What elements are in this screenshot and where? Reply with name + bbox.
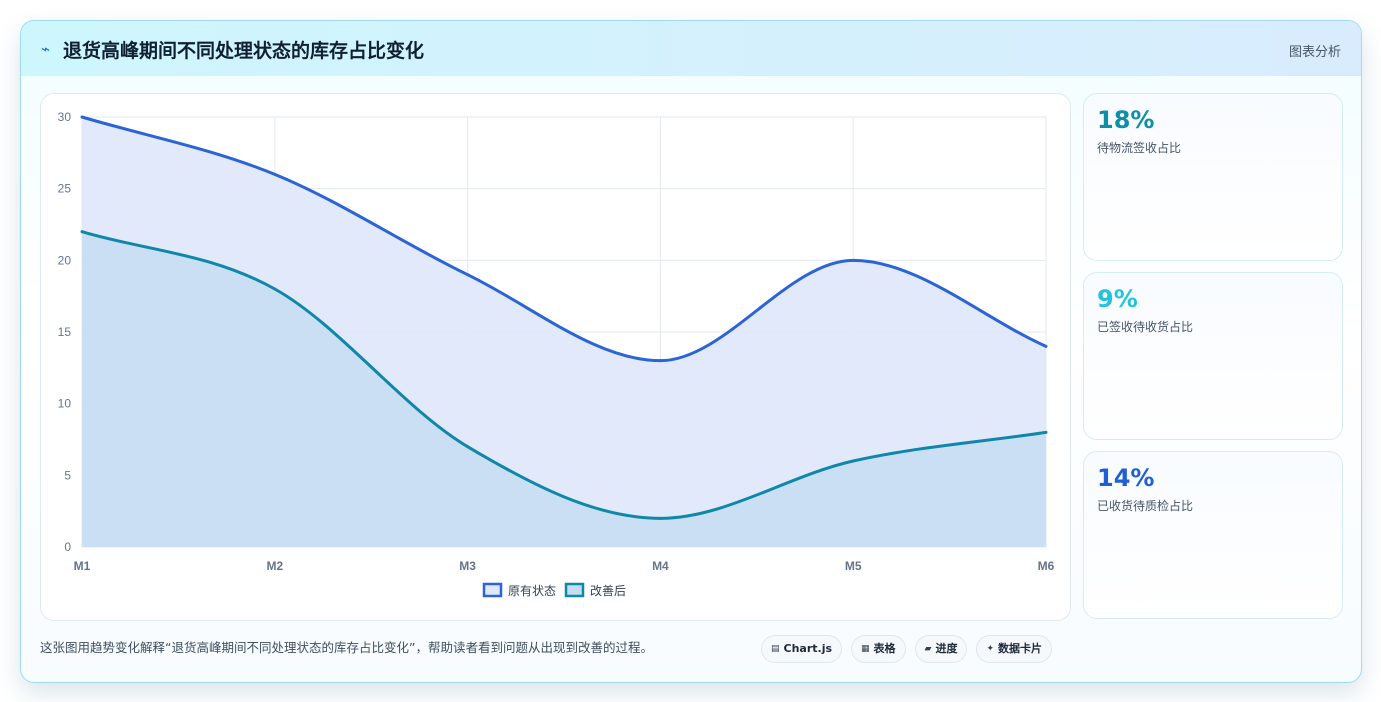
area-chart: 0 5 10 15 20 25 30 M1 M2 M3 M4 M5 M6 原有状态 改善后 (58, 110, 1055, 598)
chip-label: 数据卡片 (998, 642, 1043, 655)
chip-progress[interactable]: ▰ 进度 (914, 635, 968, 663)
data-point (273, 287, 277, 291)
chip-table[interactable]: ▦ 表格 (851, 635, 906, 663)
legend-label: 改善后 (590, 583, 626, 598)
y-tick-label: 10 (58, 397, 72, 411)
chart-card: ⌁ 退货高峰期间不同处理状态的库存占比变化 图表分析 0 5 10 15 20 25 30 M… (20, 20, 1362, 683)
y-tick-label: 25 (58, 182, 72, 196)
data-point (80, 115, 84, 119)
chart-caption: 这张图用趋势变化解释“退货高峰期间不同处理状态的库存占比变化”，帮助读者看到问题… (40, 640, 653, 655)
data-point (466, 445, 470, 449)
series-line (81, 115, 1047, 363)
kpi-card-received: 14% 已收货待质检占比 (1083, 451, 1343, 619)
x-tick-label: M4 (652, 559, 669, 573)
data-point (1044, 430, 1048, 434)
kpi-label: 待物流签收占比 (1097, 141, 1182, 155)
chip-label: 进度 (935, 642, 958, 655)
chip-row: ▤ Chart.js ▦ 表格 ▰ 进度 ✦ 数据卡片 (761, 635, 1053, 663)
sparkle-icon: ✦ (986, 644, 995, 654)
x-tick-label: M1 (74, 559, 91, 573)
data-point (80, 230, 84, 234)
progress-icon: ▰ (924, 644, 932, 654)
legend-label: 原有状态 (508, 584, 556, 598)
y-tick-label: 15 (58, 325, 72, 339)
x-tick-label: M5 (845, 559, 862, 573)
kpi-card-logistics: 18% 待物流签收占比 (1083, 93, 1343, 261)
series-area (82, 231, 1046, 547)
card-header: ⌁ 退货高峰期间不同处理状态的库存占比变化 图表分析 (21, 21, 1361, 76)
data-point (466, 273, 470, 277)
page-title: 退货高峰期间不同处理状态的库存占比变化 (63, 40, 425, 62)
data-point (1044, 344, 1048, 348)
kpi-label: 已签收待收货占比 (1097, 320, 1194, 334)
chip-data-cards[interactable]: ✦ 数据卡片 (976, 635, 1053, 663)
kpi-label: 已收货待质检占比 (1097, 499, 1194, 513)
data-point (851, 459, 855, 463)
chip-label: 表格 (873, 642, 896, 655)
x-tick-label: M6 (1038, 559, 1055, 573)
chart-line-icon: ⌁ (41, 40, 51, 58)
kpi-value: 9% (1097, 285, 1138, 313)
data-point (658, 516, 662, 520)
table-icon: ▦ (861, 644, 870, 654)
y-tick-label: 30 (58, 110, 72, 124)
legend-swatch (564, 582, 585, 598)
data-point (273, 172, 277, 176)
y-tick-label: 5 (64, 468, 71, 482)
y-tick-label: 20 (58, 253, 72, 267)
legend-swatch (482, 582, 503, 598)
series-line (81, 230, 1047, 520)
header-tag: 图表分析 (1288, 45, 1341, 60)
chart-icon: ▤ (771, 644, 780, 654)
x-tick-label: M2 (266, 559, 283, 573)
kpi-value: 14% (1097, 464, 1155, 492)
x-tick-label: M3 (459, 559, 476, 573)
kpi-value: 18% (1097, 106, 1155, 134)
data-point (658, 359, 662, 363)
chip-chartjs[interactable]: ▤ Chart.js (761, 635, 843, 663)
kpi-card-signed: 9% 已签收待收货占比 (1083, 272, 1343, 440)
y-tick-label: 0 (64, 540, 71, 554)
data-point (851, 258, 855, 262)
chip-label: Chart.js (783, 642, 833, 655)
plot-panel: 0 5 10 15 20 25 30 M1 M2 M3 M4 M5 M6 原有状态 改善后 (40, 93, 1071, 621)
